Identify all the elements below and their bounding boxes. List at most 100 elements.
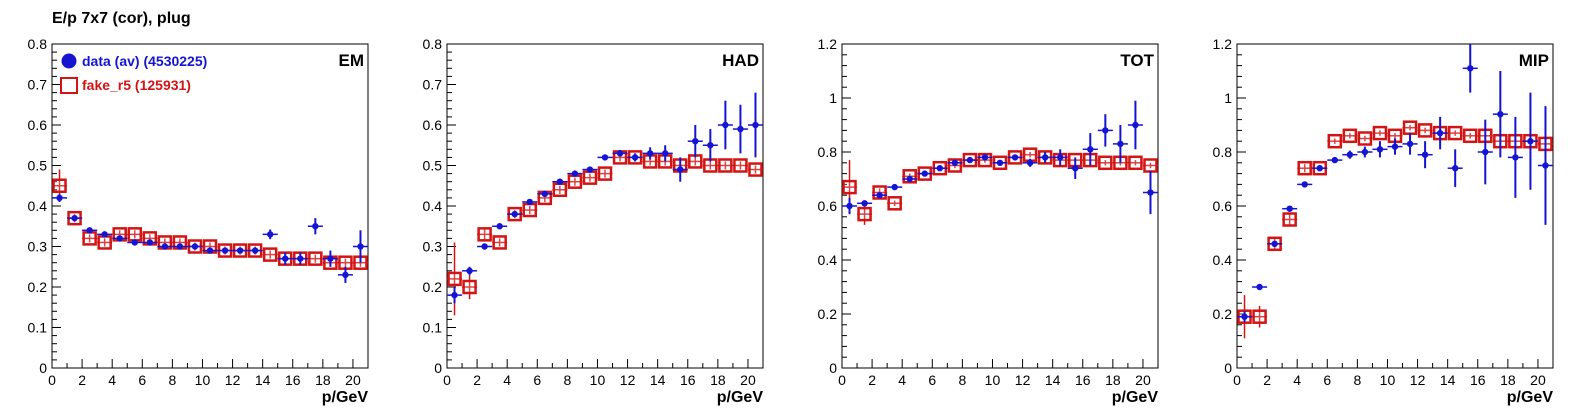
x-tick-label: 14: [255, 372, 271, 388]
fake-point: [97, 235, 112, 250]
fake-point: [522, 202, 538, 218]
x-tick-label: 2: [78, 372, 86, 388]
fake-point: [567, 174, 583, 189]
x-tick-label: 18: [710, 372, 726, 388]
data-point: [1542, 162, 1549, 169]
y-tick-label: 1: [829, 90, 837, 106]
panel-label: MIP: [1519, 51, 1549, 70]
data-point: [1087, 146, 1094, 153]
x-tick-label: 8: [958, 372, 966, 388]
x-tick-label: 12: [225, 372, 241, 388]
fake-point: [1327, 133, 1343, 149]
data-point: [707, 142, 714, 149]
data-point: [161, 243, 169, 250]
x-axis-title: p/GeV: [1112, 389, 1159, 406]
x-tick-label: 10: [195, 372, 211, 388]
data-point: [1316, 165, 1323, 172]
y-tick-label: 0.4: [818, 252, 838, 268]
data-point: [116, 235, 123, 242]
data-point: [221, 247, 229, 254]
y-tick-label: 0.3: [423, 239, 443, 255]
fake-point: [597, 166, 613, 181]
x-tick-label: 10: [985, 372, 1001, 388]
data-point: [646, 150, 654, 157]
data-point: [571, 170, 579, 177]
fake-point: [477, 227, 492, 242]
panel-label: EM: [339, 51, 365, 70]
data-point: [951, 159, 959, 166]
data-point: [86, 227, 93, 234]
data-point: [737, 125, 744, 133]
y-tick-label: 0.8: [818, 144, 838, 160]
data-point: [1132, 121, 1139, 129]
x-tick-label: 10: [590, 372, 606, 388]
data-point: [556, 178, 564, 185]
x-tick-label: 12: [620, 372, 636, 388]
fake-point: [52, 178, 67, 193]
y-tick-label: 0.4: [423, 198, 443, 214]
data-point: [1286, 205, 1293, 212]
y-tick-label: 0.7: [28, 77, 48, 93]
x-tick-label: 12: [1410, 372, 1426, 388]
data-point: [921, 170, 928, 177]
x-tick-label: 14: [650, 372, 666, 388]
data-point: [56, 194, 63, 202]
x-tick-label: 6: [1323, 372, 1331, 388]
data-point: [1436, 129, 1444, 137]
x-tick-label: 12: [1015, 372, 1031, 388]
fake-point: [82, 231, 97, 246]
fake-point: [857, 206, 872, 222]
x-tick-label: 2: [868, 372, 876, 388]
x-tick-label: 20: [1135, 372, 1151, 388]
data-point: [1241, 313, 1248, 320]
x-tick-label: 6: [138, 372, 146, 388]
fake-point: [1098, 155, 1113, 171]
data-point: [1256, 283, 1263, 291]
legend-data-marker: [61, 53, 77, 69]
data-point: [1497, 111, 1504, 118]
data-point: [1072, 165, 1079, 172]
fake-point: [887, 196, 902, 211]
fake-point: [1252, 309, 1267, 324]
y-tick-label: 0.1: [28, 320, 48, 336]
fake-point: [1282, 212, 1297, 227]
x-tick-label: 0: [838, 372, 846, 388]
data-point: [586, 166, 594, 173]
data-point: [131, 239, 138, 246]
fake-point: [492, 235, 507, 250]
data-point: [661, 150, 669, 157]
y-tick-label: 1.2: [1213, 36, 1233, 52]
data-point: [206, 247, 214, 254]
x-tick-label: 18: [315, 372, 331, 388]
x-tick-label: 20: [345, 372, 361, 388]
x-tick-label: 6: [928, 372, 936, 388]
x-tick-label: 20: [740, 372, 756, 388]
fake-point: [1297, 160, 1312, 176]
y-tick-label: 0.6: [28, 117, 48, 133]
fake-point: [1372, 125, 1388, 141]
panel-label: HAD: [722, 51, 759, 70]
data-point: [981, 154, 989, 161]
y-tick-label: 0.4: [1213, 252, 1233, 268]
data-point: [692, 138, 699, 145]
y-tick-label: 0.3: [28, 239, 48, 255]
y-tick-label: 0: [39, 360, 47, 376]
data-point: [511, 210, 518, 218]
x-tick-label: 4: [898, 372, 906, 388]
data-point: [327, 255, 334, 262]
data-point: [677, 166, 684, 173]
panel-mip: 0 0.2 0.4 0.6 0.8 1 1.2 0 2 4 6 8 10 12 14 16 18 20p/GeV M…: [1213, 36, 1554, 406]
data-point: [906, 175, 913, 183]
y-tick-label: 0: [434, 360, 442, 376]
data-point: [1376, 146, 1384, 153]
y-tick-label: 0.2: [423, 279, 443, 295]
data-point: [1011, 154, 1019, 161]
x-tick-label: 8: [168, 372, 176, 388]
data-point: [1391, 143, 1399, 150]
page-title: E/p 7x7 (cor), plug: [52, 10, 191, 27]
data-point: [1361, 148, 1369, 156]
data-point: [861, 200, 868, 207]
data-point: [1056, 154, 1064, 161]
data-point: [191, 243, 199, 250]
